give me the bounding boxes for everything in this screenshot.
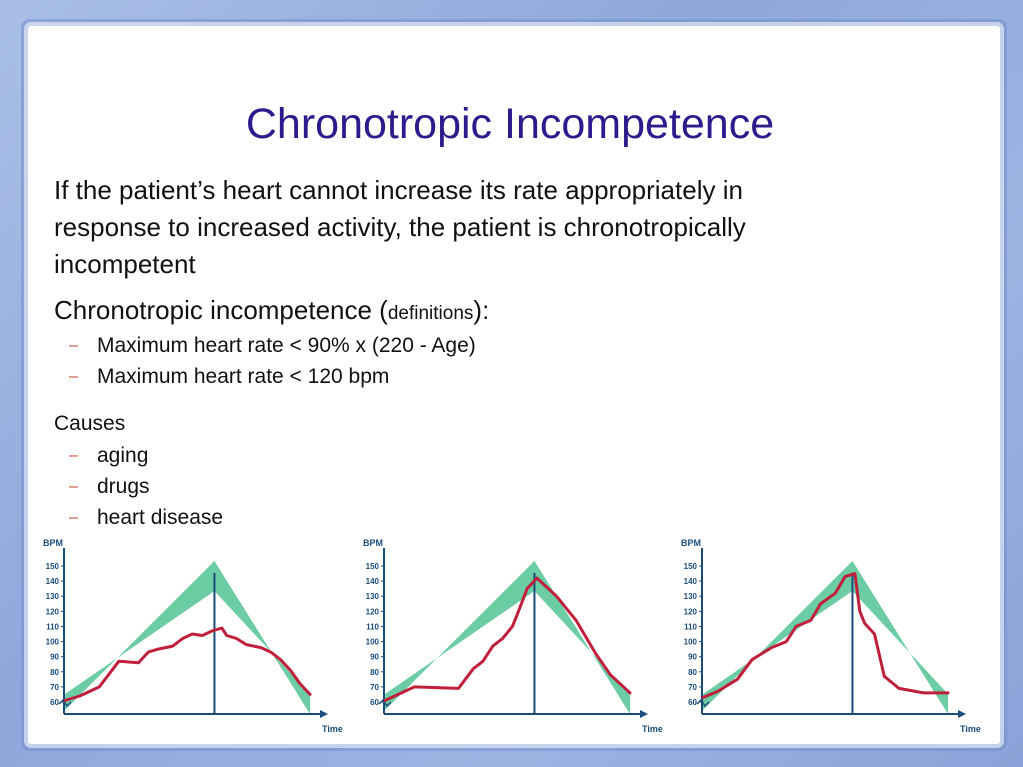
dash-bullet-icon: –	[69, 478, 78, 495]
y-axis-title: BPM	[363, 538, 383, 548]
chart-3: 60 70 80 90 100 110 120 130 140 150 BPM Time	[672, 528, 982, 744]
y-tick-label: 80	[50, 668, 59, 677]
chart-2-svg: 60 70 80 90 100 110 120 130 140 150 BPM Time	[363, 538, 663, 734]
y-tick-label: 140	[46, 577, 60, 586]
definitions-heading: Chronotropic incompetence (definitions):	[54, 294, 489, 330]
y-tick-label: 80	[688, 668, 697, 677]
definition-item: – Maximum heart rate < 120 bpm	[66, 361, 476, 392]
y-axis-title: BPM	[43, 538, 63, 548]
expected-response-band	[385, 561, 630, 714]
y-tick-label: 90	[50, 653, 59, 662]
x-axis-arrow-icon	[320, 710, 328, 718]
y-tick-label: 110	[366, 622, 379, 631]
y-tick-label: 90	[370, 653, 379, 662]
dash-bullet-icon: –	[69, 509, 78, 526]
causes-heading: Causes	[54, 412, 126, 435]
definitions-heading-prefix: Chronotropic incompetence (	[54, 295, 388, 325]
y-tick-label: 100	[366, 638, 380, 647]
y-tick-label: 130	[684, 592, 698, 601]
heart-rate-line	[701, 572, 950, 699]
dash-bullet-icon: –	[69, 337, 78, 354]
dash-bullet-icon: –	[69, 368, 78, 385]
cause-item: – heart disease	[66, 502, 223, 533]
y-tick-label: 60	[50, 698, 59, 707]
cause-text: heart disease	[97, 506, 224, 529]
heart-rate-line	[63, 626, 312, 702]
y-tick-label: 120	[366, 607, 380, 616]
x-axis-arrow-icon	[640, 710, 648, 718]
y-tick-label: 140	[684, 577, 698, 586]
y-tick-label: 150	[366, 562, 380, 571]
definition-text: Maximum heart rate < 120 bpm	[97, 365, 390, 388]
y-tick-label: 120	[46, 607, 60, 616]
definitions-heading-suffix: ):	[473, 295, 490, 325]
y-axis-title: BPM	[681, 538, 701, 548]
y-tick-label: 100	[46, 638, 60, 647]
y-tick-label: 110	[46, 622, 59, 631]
intro-paragraph: If the patient’s heart cannot increase i…	[54, 175, 746, 279]
cause-text: drugs	[97, 475, 150, 498]
chart-1: 60 70 80 90 100 110 120 130 140 150 BPM Time	[34, 528, 344, 744]
y-tick-label: 70	[370, 683, 379, 692]
y-tick-label: 120	[684, 607, 698, 616]
cause-text: aging	[97, 444, 149, 467]
y-tick-label: 60	[370, 698, 379, 707]
cause-item: – drugs	[66, 471, 223, 502]
causes-list: – aging – drugs – heart disease	[66, 440, 223, 533]
y-tick-label: 130	[46, 592, 60, 601]
y-tick-label: 100	[684, 638, 698, 647]
y-tick-label: 150	[46, 562, 60, 571]
x-axis-title: Time	[960, 724, 981, 734]
chart-1-svg: 60 70 80 90 100 110 120 130 140 150 BPM Time	[43, 538, 343, 734]
heart-rate-line	[383, 576, 632, 702]
chart-3-svg: 60 70 80 90 100 110 120 130 140 150 BPM Time	[681, 538, 981, 734]
x-axis-arrow-icon	[958, 710, 966, 718]
y-tick-label: 130	[366, 592, 380, 601]
definition-item: – Maximum heart rate < 90% x (220 - Age)	[66, 330, 476, 361]
definitions-heading-small: definitions	[387, 303, 474, 324]
expected-response-band	[65, 561, 310, 714]
expected-response-band	[703, 561, 948, 714]
y-tick-label: 60	[688, 698, 697, 707]
y-tick-label: 140	[366, 577, 380, 586]
definitions-list: – Maximum heart rate < 90% x (220 - Age)…	[66, 330, 476, 392]
definition-text: Maximum heart rate < 90% x (220 - Age)	[97, 334, 476, 357]
y-tick-label: 110	[684, 622, 697, 631]
chart-2: 60 70 80 90 100 110 120 130 140 150 BPM Time	[354, 528, 664, 744]
y-tick-label: 150	[684, 562, 698, 571]
x-axis-title: Time	[322, 724, 343, 734]
y-tick-label: 70	[50, 683, 59, 692]
x-axis-title: Time	[642, 724, 663, 734]
charts-row: 60 70 80 90 100 110 120 130 140 150 BPM Time 60 70 80…	[34, 528, 994, 744]
cause-item: – aging	[66, 440, 223, 471]
y-tick-label: 90	[688, 653, 697, 662]
y-tick-label: 70	[688, 683, 697, 692]
dash-bullet-icon: –	[69, 447, 78, 464]
slide-title: Chronotropic Incompetence	[245, 100, 775, 148]
y-tick-label: 80	[370, 668, 379, 677]
